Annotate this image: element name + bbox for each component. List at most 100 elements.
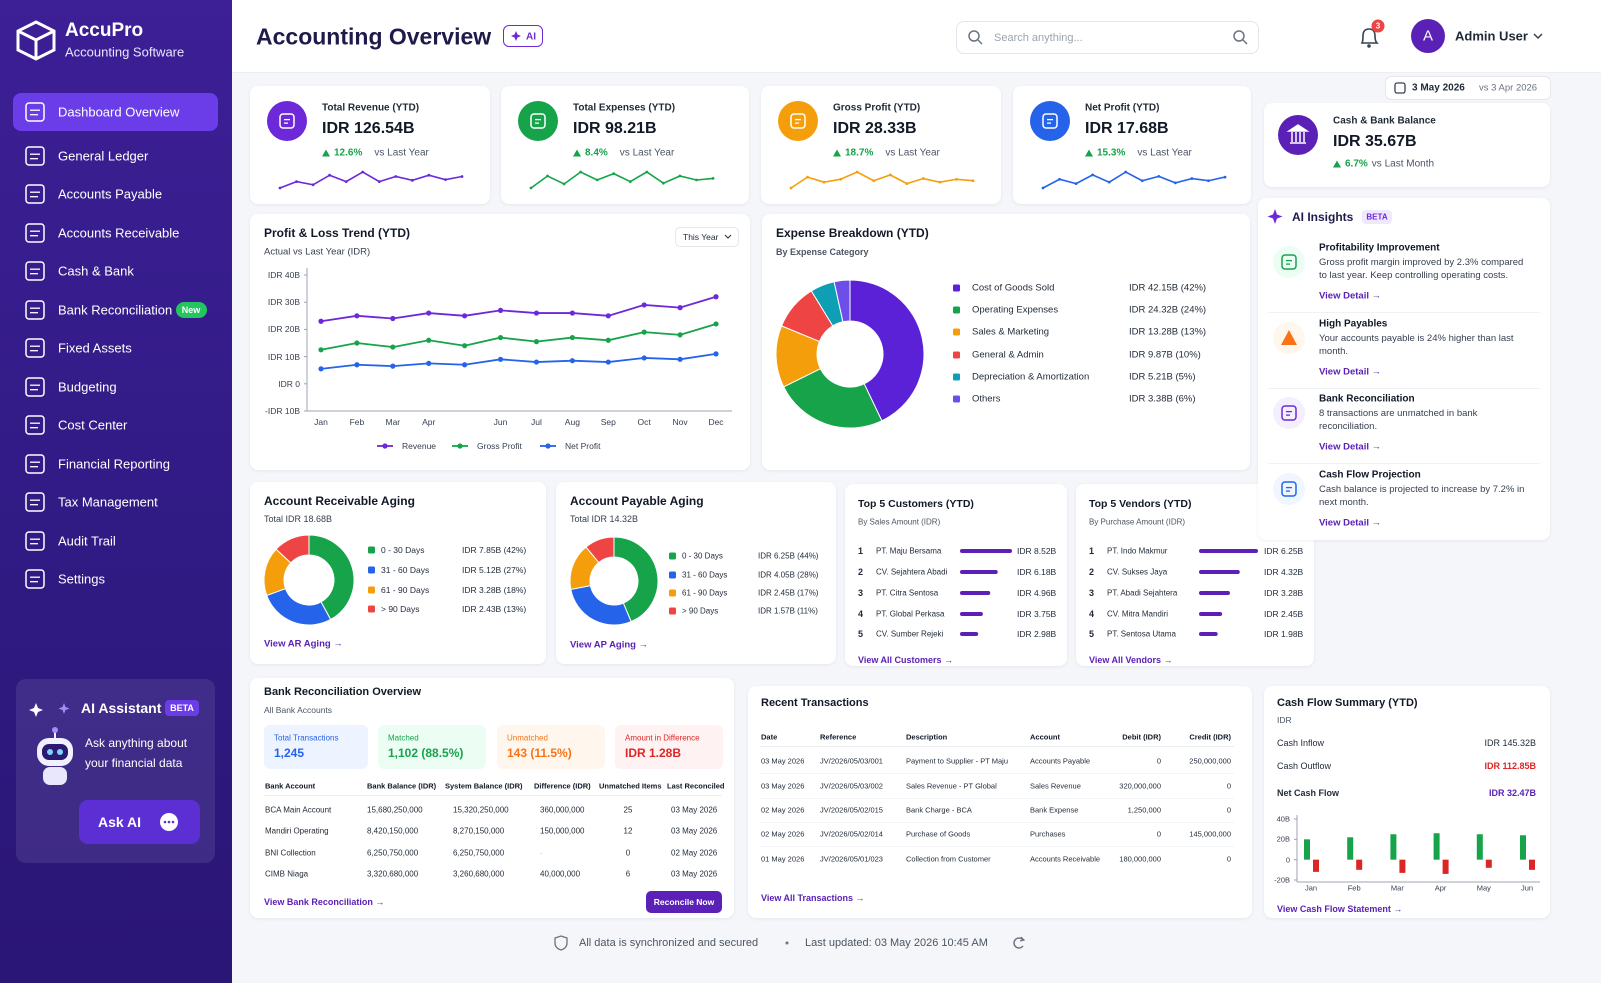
donut-slice (275, 534, 310, 564)
chart-subtitle: IDR (1277, 715, 1292, 725)
table-cell: JV/2026/05/02/014 (820, 829, 883, 839)
ask-ai-button[interactable] (79, 800, 200, 844)
menu-item[interactable]: Financial Reporting (58, 456, 171, 472)
kpi-label: Cash & Bank Balance (1333, 115, 1436, 127)
bar (1390, 834, 1397, 860)
menu-item[interactable]: Cost Center (58, 417, 128, 433)
sparkline-point (645, 170, 649, 174)
data-label: IDR 3.28B (1264, 588, 1304, 598)
sparkline (279, 171, 463, 189)
search-placeholder[interactable]: Search anything... (994, 32, 1083, 44)
table-cell: Accounts Payable (1030, 756, 1091, 766)
ai-star (1267, 209, 1283, 224)
period-select[interactable] (675, 227, 739, 247)
menu-item[interactable]: Cash & Bank (58, 263, 134, 279)
rank: 5 (1089, 629, 1095, 639)
reconcile-button[interactable] (646, 891, 722, 913)
menu-item[interactable]: General Ledger (58, 148, 149, 164)
x-tick-label: Feb (1347, 883, 1361, 893)
table-cell: CIMB Niaga (265, 869, 309, 879)
data-label: IDR 13.28B (13%) (1129, 326, 1207, 338)
legend-label: 61 - 90 Days (381, 585, 430, 595)
chart-title: Account Receivable Aging (264, 494, 415, 508)
insight-link[interactable]: View Detail → (1319, 517, 1382, 529)
legend-swatch (457, 443, 463, 449)
data-label: IDR 6.18B (1017, 567, 1057, 577)
line-point (354, 340, 360, 346)
bar (1485, 859, 1492, 868)
line-point (569, 358, 575, 364)
donut-slice (613, 536, 659, 623)
line-point (497, 334, 504, 341)
stat-label: Amount in Difference (625, 733, 700, 743)
kpi-icon (1278, 115, 1318, 155)
kpi-change: 12.6% vs Last Year (322, 148, 429, 159)
y-tick-label: -20B (1274, 875, 1290, 885)
insight-icon (1281, 405, 1297, 421)
legend-label: 0 - 30 Days (381, 545, 425, 555)
menu-item[interactable]: Budgeting (58, 379, 117, 395)
link[interactable]: View All Customers → (858, 655, 954, 665)
menu-item[interactable]: Fixed Assets (58, 340, 132, 356)
date-picker[interactable] (1385, 76, 1551, 100)
period-select-label[interactable]: This Year (683, 232, 719, 242)
bar (1199, 570, 1240, 574)
sparkle (29, 703, 43, 717)
link[interactable]: View Cash Flow Statement → (1277, 904, 1403, 914)
table-cell: JV/2026/05/01/023 (820, 854, 883, 864)
line-point (354, 313, 360, 319)
link[interactable]: View AR Aging → (264, 638, 343, 650)
table-cell: 145,000,000 (1189, 829, 1231, 839)
bar (960, 591, 991, 595)
insight-link[interactable]: View Detail → (1319, 366, 1382, 378)
x-tick-label: Aug (564, 417, 580, 427)
sparkline-point (562, 182, 566, 186)
sparkline-point (1074, 182, 1078, 186)
menu-item[interactable]: Tax Management (58, 494, 158, 510)
link[interactable]: View Bank Reconciliation → (264, 897, 385, 907)
table-cell: 02 May 2026 (671, 848, 718, 858)
rank: 3 (1089, 588, 1095, 598)
button-label[interactable]: Ask AI (98, 814, 142, 830)
y-tick-label: IDR 30B (267, 297, 300, 308)
line-point (713, 321, 719, 327)
data-label: IDR 3.38B (6%) (1129, 393, 1196, 405)
chat-icon (167, 820, 171, 824)
search-box[interactable] (956, 21, 1259, 54)
bar (960, 570, 998, 574)
menu-item[interactable]: Accounts Payable (58, 186, 163, 202)
button-label[interactable]: Reconcile Now (653, 897, 715, 907)
column-header: Account (1030, 732, 1060, 742)
rank: 1 (1089, 546, 1095, 556)
link[interactable]: View All Vendors → (1089, 655, 1173, 665)
summary-label: Net Cash Flow (1277, 788, 1340, 798)
line-series (320, 323, 717, 351)
x-tick-label: Dec (708, 417, 724, 427)
table-cell: BCA Main Account (265, 805, 332, 815)
bank-icon (1286, 124, 1310, 144)
table-cell: 01 May 2026 (761, 854, 805, 864)
menu-item[interactable]: Settings (58, 571, 105, 587)
bar (1399, 859, 1406, 873)
user-name[interactable]: Admin User (1455, 28, 1528, 44)
insight-link[interactable]: View Detail → (1319, 441, 1382, 453)
insight-title: Profitability Improvement (1319, 242, 1440, 254)
kpi-change-value: 15.3% (1097, 147, 1126, 159)
table-cell: 3,260,680,000 (453, 869, 505, 879)
link[interactable]: View AP Aging → (570, 639, 649, 651)
chart-title: Account Payable Aging (570, 494, 704, 508)
chart-subtitle: By Expense Category (776, 247, 869, 257)
menu-item[interactable]: Dashboard Overview (58, 104, 180, 120)
insight-link[interactable]: View Detail → (1319, 290, 1382, 302)
kpi-value: IDR 35.67B (1333, 133, 1417, 150)
menu-item[interactable]: Bank Reconciliation (58, 302, 173, 318)
divider (760, 746, 1234, 747)
line-point (641, 355, 647, 361)
insight-text: Cash balance is projected to increase by… (1319, 484, 1525, 508)
y-tick-label: IDR 10B (267, 351, 300, 362)
menu-item[interactable]: Audit Trail (58, 533, 116, 549)
link[interactable]: View All Transactions → (761, 893, 865, 903)
y-tick-label: -IDR 10B (265, 406, 300, 416)
menu-item[interactable]: Accounts Receivable (58, 225, 180, 241)
beta-badge (165, 700, 199, 716)
